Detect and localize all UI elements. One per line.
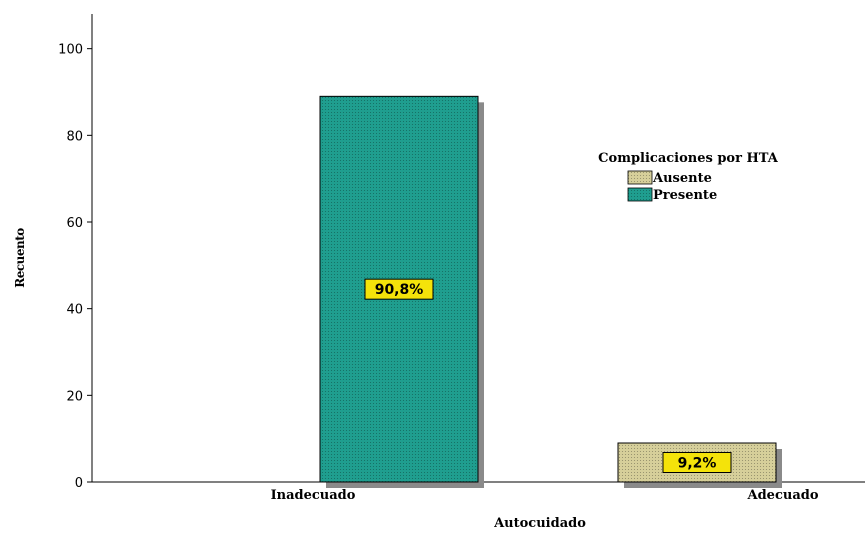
legend: Complicaciones por HTA Ausente Presente (598, 151, 779, 203)
data-label: 90,8% (375, 282, 424, 298)
x-category-label: Adecuado (747, 488, 819, 503)
y-axis-ticks: 0 20 40 60 80 100 (58, 43, 92, 491)
y-tick-label: 0 (75, 476, 83, 491)
bars: 90,8% 9,2% (319, 95, 782, 488)
data-label: 9,2% (678, 456, 717, 472)
bar-presente: 90,8% (319, 95, 484, 488)
y-tick-label: 100 (58, 43, 83, 58)
legend-item-ausente: Ausente (627, 170, 712, 186)
x-axis-categories: Inadecuado Adecuado (271, 488, 819, 503)
y-tick-label: 80 (66, 129, 83, 144)
legend-title: Complicaciones por HTA (598, 151, 779, 166)
bar-ausente: 9,2% (617, 442, 782, 488)
legend-label-presente: Presente (653, 188, 717, 203)
data-label-box (364, 278, 434, 300)
x-axis-title: Autocuidado (493, 516, 586, 531)
y-tick-label: 40 (66, 303, 83, 318)
y-tick-label: 20 (66, 389, 83, 404)
x-category-label: Inadecuado (271, 488, 356, 503)
y-axis-title: Recuento (13, 228, 27, 288)
legend-label-ausente: Ausente (652, 171, 712, 186)
y-tick-label: 60 (66, 216, 83, 231)
legend-item-presente: Presente (627, 187, 717, 203)
data-label-box (662, 452, 732, 473)
